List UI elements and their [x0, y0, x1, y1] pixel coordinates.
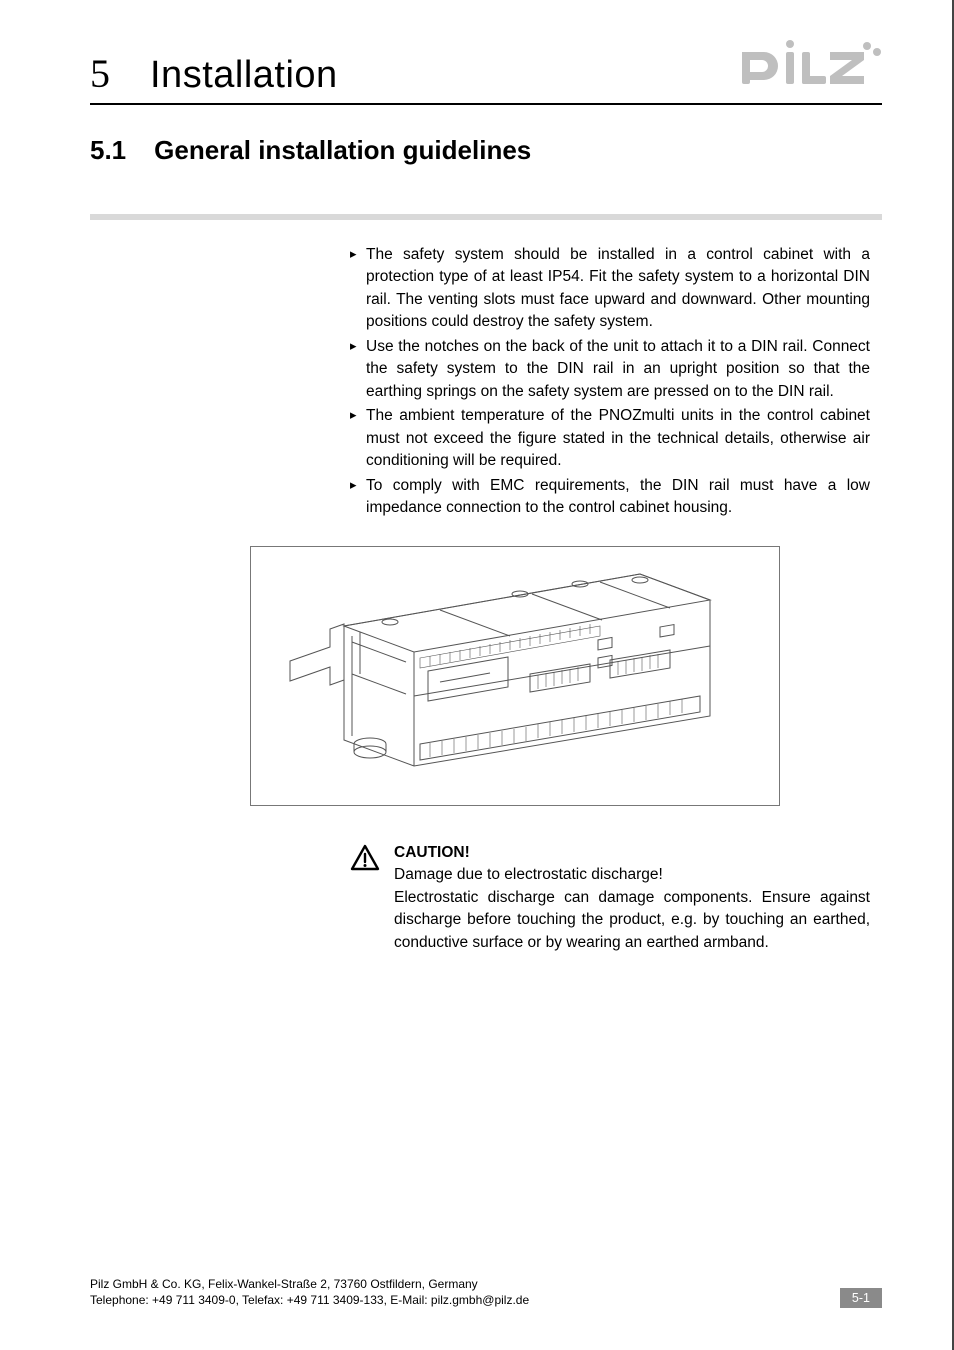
caution-text: CAUTION! Damage due to electrostatic dis… [394, 842, 870, 954]
caution-body: Electrostatic discharge can damage compo… [394, 887, 870, 954]
caution-subtitle: Damage due to electrostatic discharge! [394, 864, 870, 886]
page-header: 5 Installation [90, 40, 882, 105]
chapter-title: Installation [150, 54, 338, 97]
body-content: The safety system should be installed in… [350, 244, 870, 520]
section-heading: 5.1 General installation guidelines [90, 135, 882, 166]
din-rail-module-drawing-icon [280, 566, 750, 786]
chapter-number: 5 [90, 50, 110, 97]
footer-contact: Telephone: +49 711 3409-0, Telefax: +49 … [90, 1292, 529, 1308]
caution-title: CAUTION! [394, 842, 870, 864]
list-item: Use the notches on the back of the unit … [350, 336, 870, 403]
list-item: To comply with EMC requirements, the DIN… [350, 475, 870, 520]
chapter-heading: 5 Installation [90, 50, 338, 97]
list-item: The safety system should be installed in… [350, 244, 870, 334]
caution-icon [350, 844, 380, 954]
footer-company: Pilz GmbH & Co. KG, Felix-Wankel-Straße … [90, 1276, 529, 1292]
footer-company-info: Pilz GmbH & Co. KG, Felix-Wankel-Straße … [90, 1276, 529, 1308]
page-number: 5-1 [840, 1288, 882, 1308]
guideline-list: The safety system should be installed in… [350, 244, 870, 520]
page: 5 Installation 5.1 General instal [0, 0, 954, 1350]
list-item: The ambient temperature of the PNOZmulti… [350, 405, 870, 472]
caution-block: CAUTION! Damage due to electrostatic dis… [350, 842, 870, 954]
section-divider [90, 214, 882, 220]
section-title: General installation guidelines [154, 135, 531, 166]
installation-figure [250, 546, 780, 806]
pilz-logo-icon [742, 40, 882, 97]
page-footer: Pilz GmbH & Co. KG, Felix-Wankel-Straße … [90, 1276, 882, 1308]
section-number: 5.1 [90, 135, 126, 166]
